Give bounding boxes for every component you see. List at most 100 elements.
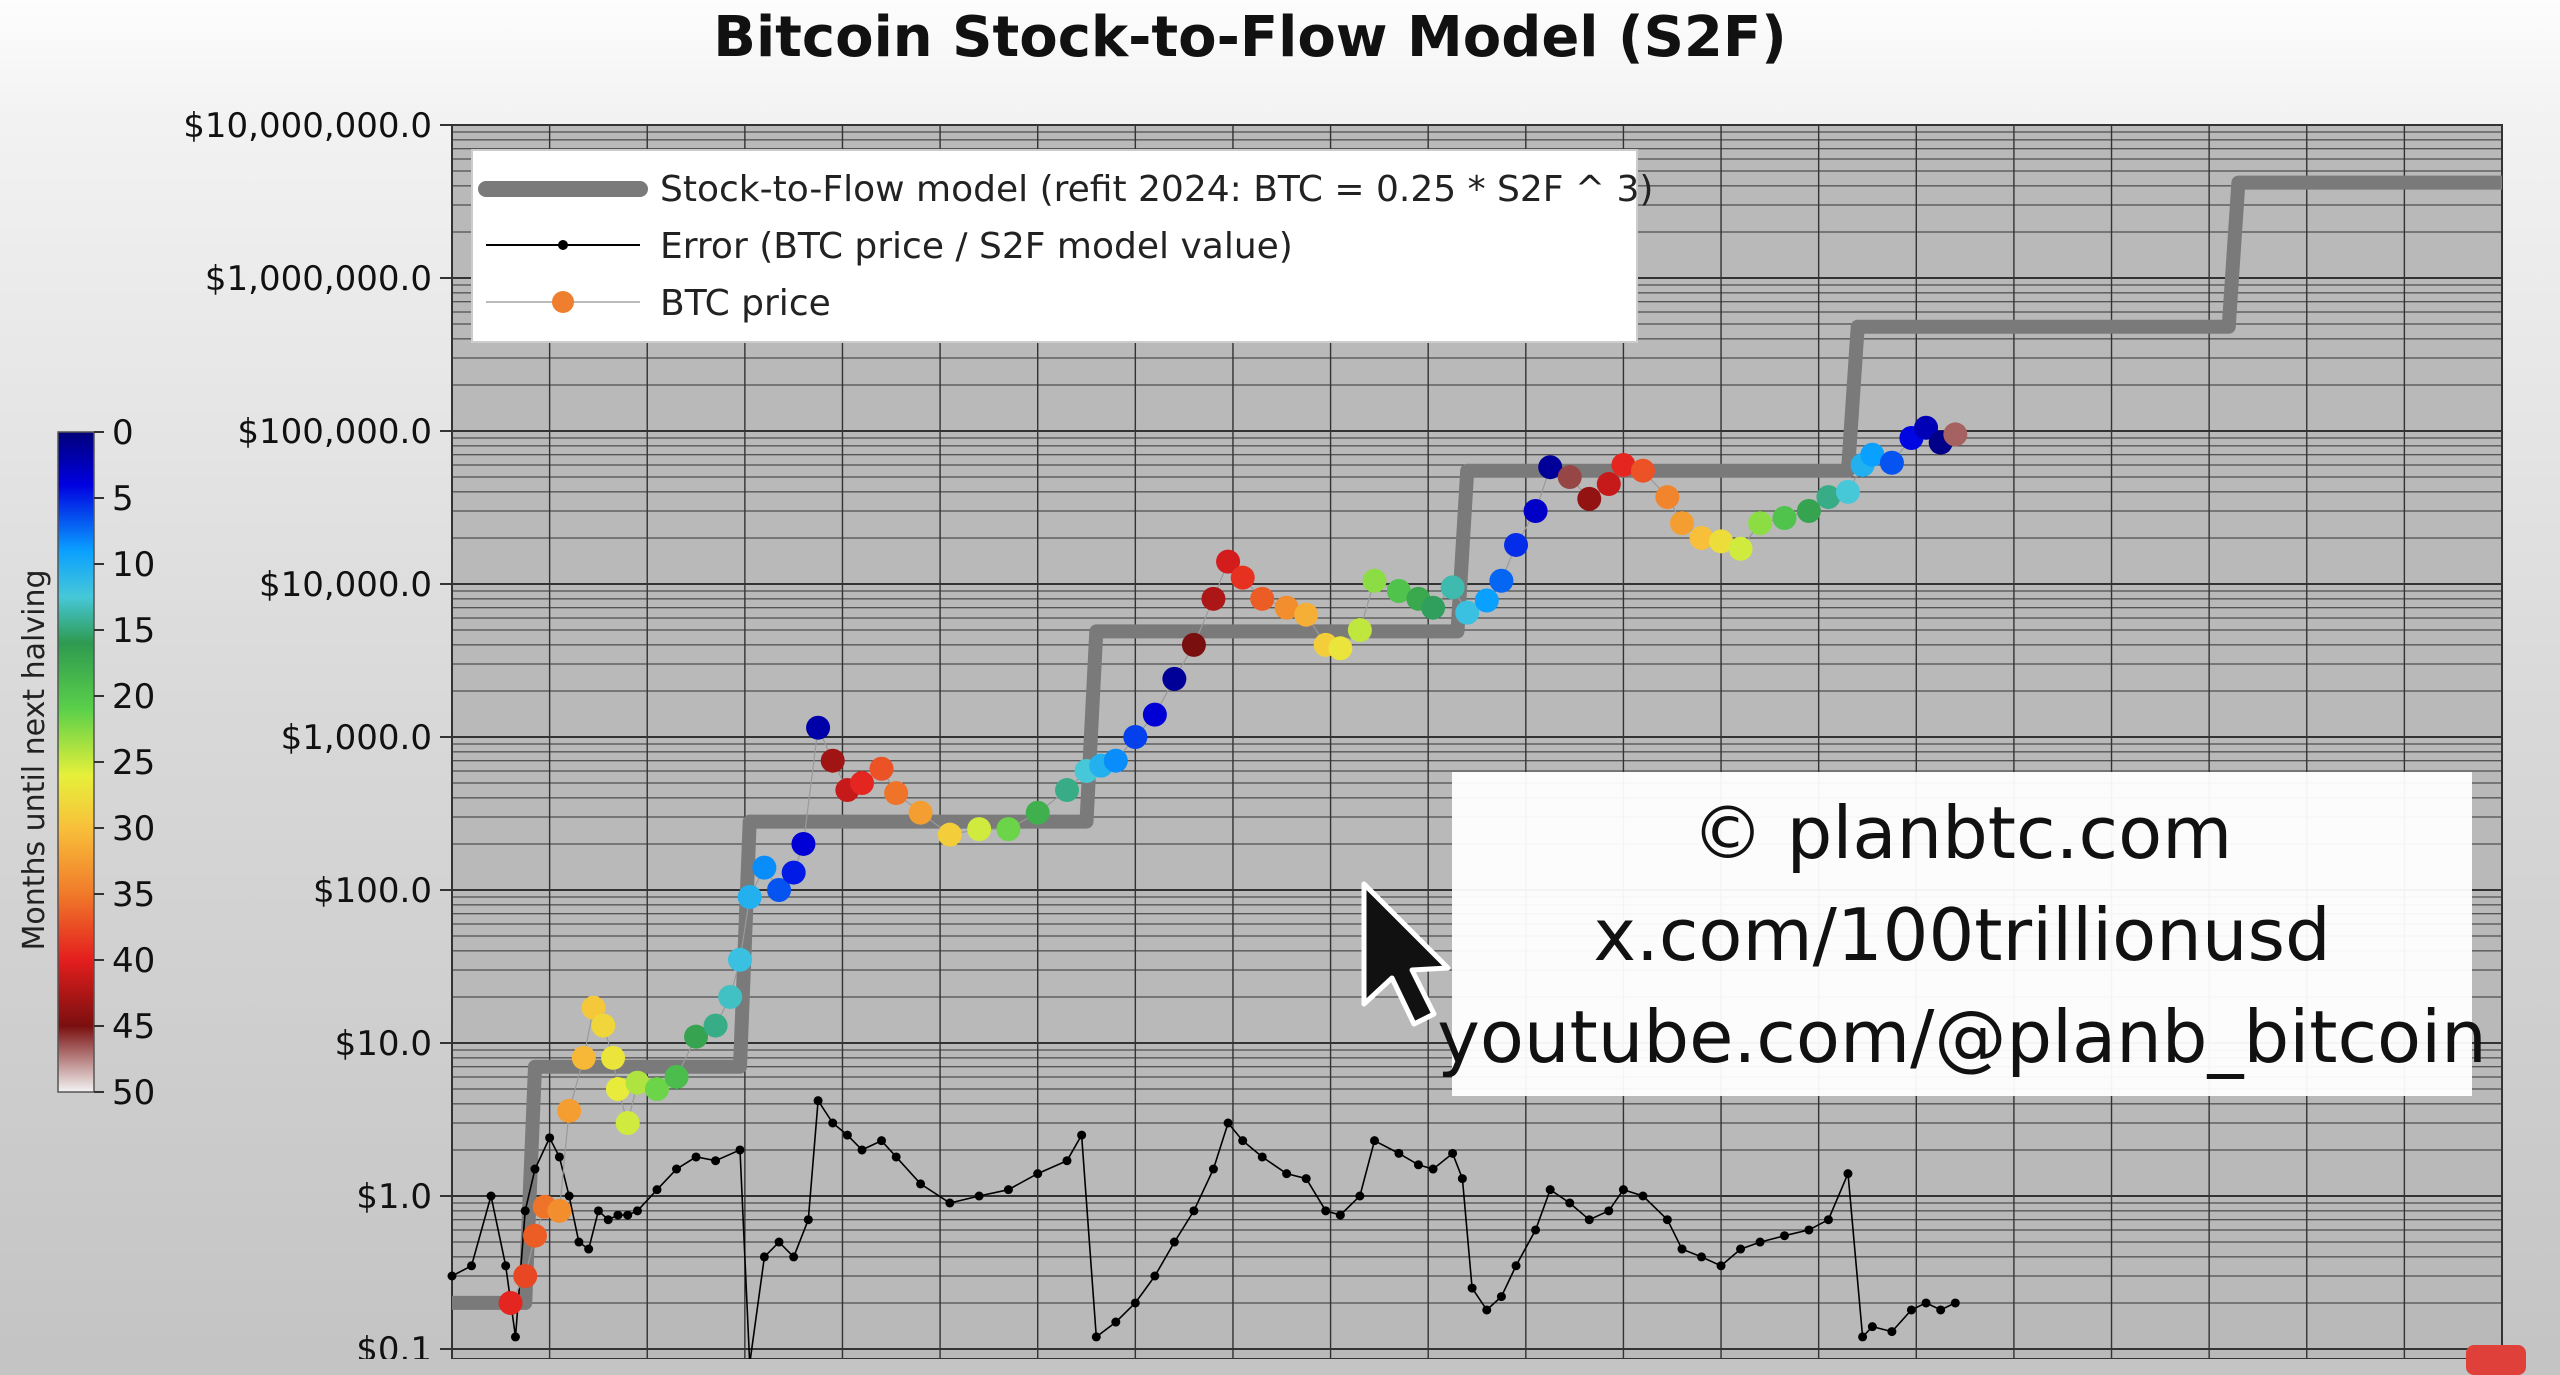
error-point bbox=[1716, 1261, 1726, 1271]
y-tick-label: $1,000,000.0 bbox=[205, 259, 432, 299]
error-point bbox=[1335, 1210, 1345, 1220]
legend-model-label: Stock-to-Flow model (refit 2024: BTC = 0… bbox=[660, 169, 1653, 210]
error-point bbox=[1321, 1206, 1331, 1216]
video-overlay-badge bbox=[2466, 1345, 2526, 1375]
btc-price-point bbox=[601, 1045, 626, 1070]
btc-price-point bbox=[1123, 725, 1148, 749]
btc-price-point bbox=[1274, 595, 1299, 620]
error-point bbox=[759, 1252, 769, 1262]
btc-price-point bbox=[1772, 506, 1797, 531]
error-point bbox=[813, 1096, 823, 1106]
error-point bbox=[1189, 1206, 1199, 1216]
btc-price-point bbox=[967, 817, 992, 842]
btc-price-point bbox=[820, 748, 845, 773]
error-point bbox=[1394, 1148, 1404, 1158]
error-point bbox=[842, 1130, 852, 1140]
y-tick-label: $0.1 bbox=[356, 1330, 432, 1359]
error-point bbox=[974, 1191, 984, 1201]
error-point bbox=[1111, 1317, 1121, 1327]
btc-price-point bbox=[884, 781, 909, 806]
error-point bbox=[613, 1210, 623, 1220]
watermark-line-1: © planbtc.com bbox=[1692, 791, 2233, 875]
btc-price-point bbox=[1421, 595, 1446, 620]
error-point bbox=[1150, 1271, 1160, 1281]
btc-price-point bbox=[1103, 748, 1128, 773]
error-point bbox=[1457, 1174, 1467, 1184]
colorbar-tick-label: 0 bbox=[112, 413, 134, 453]
btc-price-point bbox=[625, 1070, 650, 1095]
colorbar-tick-label: 45 bbox=[112, 1007, 155, 1047]
error-point bbox=[1697, 1252, 1707, 1262]
error-point bbox=[1867, 1322, 1877, 1332]
error-point bbox=[510, 1332, 520, 1342]
error-point bbox=[828, 1118, 838, 1128]
error-point bbox=[520, 1206, 530, 1216]
btc-price-point bbox=[1538, 455, 1563, 480]
legend-box bbox=[471, 149, 1638, 343]
btc-price-point bbox=[1504, 532, 1529, 557]
error-point bbox=[1755, 1237, 1765, 1247]
colorbar-tick-label: 40 bbox=[112, 941, 155, 981]
error-point bbox=[735, 1145, 745, 1155]
btc-price-point bbox=[605, 1077, 630, 1102]
btc-price-point bbox=[615, 1111, 640, 1136]
error-point bbox=[1448, 1148, 1458, 1158]
btc-price-point bbox=[703, 1013, 728, 1038]
error-point bbox=[1887, 1327, 1897, 1337]
watermark: © planbtc.com x.com/100trillionusd youtu… bbox=[1437, 772, 2487, 1096]
btc-price-point bbox=[1796, 499, 1821, 524]
btc-price-point bbox=[791, 831, 816, 856]
btc-price-point bbox=[1611, 452, 1636, 477]
btc-price-point bbox=[1181, 632, 1206, 657]
error-point bbox=[1858, 1332, 1868, 1342]
colorbar-tick-label: 15 bbox=[112, 611, 155, 651]
btc-price-point bbox=[850, 771, 874, 796]
error-point bbox=[593, 1206, 603, 1216]
btc-price-point bbox=[1474, 588, 1499, 613]
btc-price-point bbox=[1440, 575, 1465, 600]
error-point bbox=[623, 1210, 633, 1220]
error-point bbox=[1638, 1191, 1648, 1201]
btc-price-point bbox=[781, 860, 806, 885]
s2f-model-series bbox=[452, 175, 2502, 1310]
btc-price-point bbox=[1025, 800, 1050, 825]
error-point bbox=[1584, 1215, 1594, 1225]
btc-price-point bbox=[908, 800, 933, 825]
error-point bbox=[1565, 1198, 1575, 1208]
error-point bbox=[652, 1185, 662, 1195]
error-point bbox=[545, 1133, 555, 1143]
colorbar-gradient bbox=[57, 431, 95, 1093]
btc-price-point bbox=[1386, 579, 1411, 604]
error-point bbox=[1545, 1185, 1555, 1195]
btc-price-point bbox=[727, 947, 752, 972]
btc-price-point bbox=[1596, 472, 1621, 497]
btc-price-point bbox=[1523, 499, 1548, 524]
btc-price-point bbox=[1489, 568, 1514, 593]
error-point bbox=[501, 1261, 511, 1271]
colorbar-tick-label: 10 bbox=[112, 545, 155, 585]
error-point bbox=[1921, 1298, 1931, 1308]
watermark-line-3: youtube.com/@planb_bitcoin bbox=[1437, 995, 2486, 1079]
btc-price-point bbox=[1142, 702, 1167, 727]
s2f-model-line bbox=[452, 175, 2502, 1310]
legend-price-marker bbox=[552, 291, 574, 313]
error-point bbox=[789, 1252, 799, 1262]
error-series bbox=[447, 1096, 1960, 1359]
btc-price-point bbox=[1655, 485, 1680, 510]
btc-price-point bbox=[1362, 568, 1387, 593]
error-point bbox=[1531, 1225, 1541, 1235]
y-tick-label: $10,000,000.0 bbox=[183, 106, 432, 146]
colorbar-ticks: 0 5 10 15 20 25 30 35 40 45 50 bbox=[94, 413, 155, 1113]
btc-price-point bbox=[1670, 511, 1694, 536]
legend-price-label: BTC price bbox=[660, 283, 831, 324]
watermark-line-2: x.com/100trillionusd bbox=[1593, 893, 2330, 977]
plot-border bbox=[451, 124, 2503, 1359]
error-point bbox=[1208, 1164, 1218, 1174]
btc-price-point bbox=[1328, 636, 1353, 661]
error-point bbox=[1618, 1185, 1628, 1195]
error-point bbox=[1355, 1191, 1365, 1201]
colorbar-tick-label: 35 bbox=[112, 875, 155, 915]
error-point bbox=[857, 1145, 867, 1155]
colorbar: 0 5 10 15 20 25 30 35 40 45 50 Months until next h… bbox=[17, 413, 155, 1113]
